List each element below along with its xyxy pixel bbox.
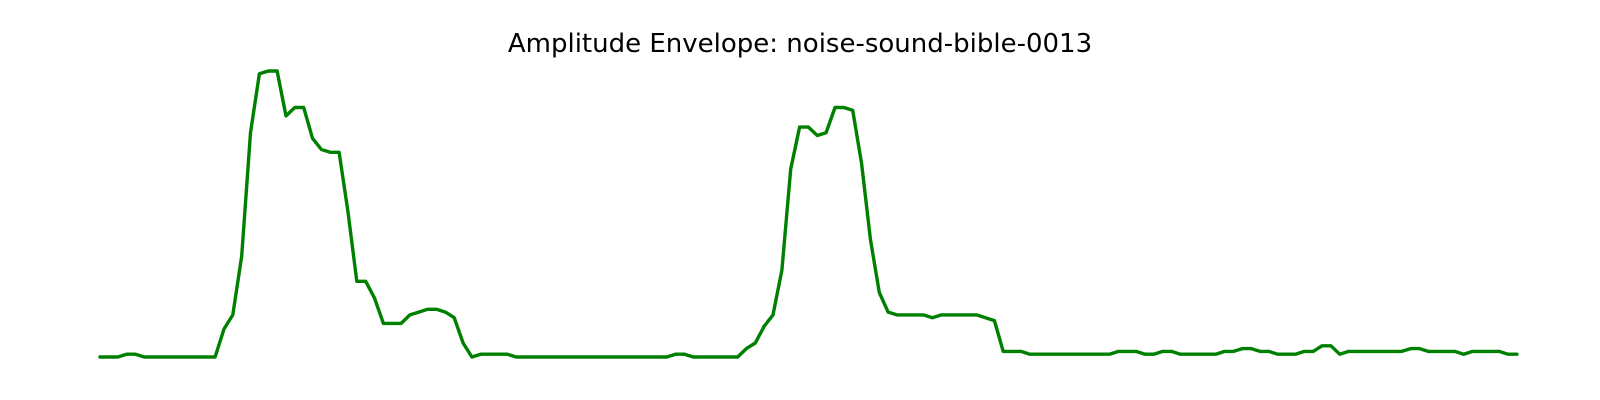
envelope-series-line bbox=[98, 69, 1519, 359]
plot-area bbox=[98, 69, 1519, 359]
chart-title: Amplitude Envelope: noise-sound-bible-00… bbox=[508, 29, 1092, 59]
